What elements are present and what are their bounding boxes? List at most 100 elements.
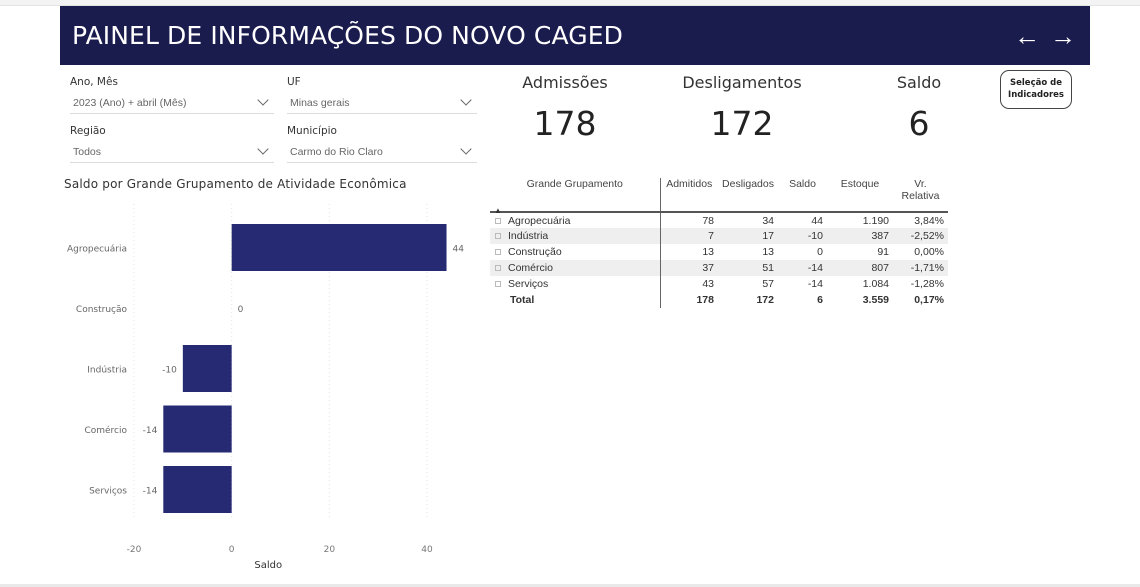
filter-label: Ano, Mês bbox=[70, 76, 118, 88]
table-cell: 0,00% bbox=[914, 246, 944, 258]
row-name-cell: Construção bbox=[490, 244, 661, 260]
kpi-admissoes: Admissões 178 bbox=[505, 73, 625, 143]
table-total-row: Total 178 172 6 3.559 0,17% bbox=[490, 292, 948, 308]
row-name-cell: Serviços bbox=[490, 276, 661, 292]
x-tick-label: 40 bbox=[421, 545, 433, 555]
chevron-down-icon bbox=[460, 94, 472, 106]
table-cell: 7 bbox=[660, 228, 718, 244]
row-name: Indústria bbox=[508, 230, 549, 242]
kpi-desligamentos: Desligamentos 172 bbox=[672, 73, 812, 143]
table-cell: 0 bbox=[817, 246, 823, 258]
table-cell: -1,71% bbox=[893, 260, 948, 276]
grupamento-table: ▲ Grande Grupamento Admitidos Desligados… bbox=[490, 178, 950, 308]
expand-icon[interactable] bbox=[495, 217, 501, 224]
table-cell: -14 bbox=[778, 260, 827, 276]
kpi-label: Desligamentos bbox=[682, 73, 802, 92]
table-cell: 34 bbox=[762, 214, 774, 227]
kpi-value: 178 bbox=[533, 104, 597, 143]
table-cell: 1.084 bbox=[862, 278, 889, 290]
window-bottom-border bbox=[0, 584, 1140, 587]
column-header[interactable]: Admitidos bbox=[666, 178, 713, 190]
column-header[interactable]: Vr. Relativa bbox=[901, 178, 940, 202]
column-header[interactable]: Saldo bbox=[789, 178, 816, 190]
page-title: PAINEL DE INFORMAÇÕES DO NOVO CAGED bbox=[72, 21, 623, 50]
filter-municipio: Município Carmo do Rio Claro bbox=[287, 125, 477, 163]
table-cell: 807 bbox=[827, 260, 893, 276]
row-name-cell: Indústria bbox=[490, 228, 661, 244]
column-header[interactable]: Estoque bbox=[840, 178, 880, 190]
button-label-line2: Indicadores bbox=[1008, 89, 1064, 100]
table-cell: 13 bbox=[762, 246, 774, 258]
expand-icon[interactable] bbox=[495, 233, 501, 240]
table-cell: -14 bbox=[807, 278, 823, 290]
table-cell: 37 bbox=[660, 260, 718, 276]
table-cell: 1.190 bbox=[862, 214, 889, 227]
table-cell: -2,52% bbox=[893, 228, 948, 244]
chart-title: Saldo por Grande Grupamento de Atividade… bbox=[64, 177, 407, 191]
table-row[interactable]: Indústria 7 17 -10 387 -2,52% bbox=[490, 228, 948, 244]
filter-value: Todos bbox=[73, 145, 102, 158]
category-label: Comércio bbox=[84, 425, 127, 436]
chevron-down-icon bbox=[257, 94, 269, 106]
expand-icon[interactable] bbox=[495, 249, 501, 256]
expand-icon[interactable] bbox=[495, 265, 501, 272]
page-navigation: ← → bbox=[1012, 23, 1078, 49]
chevron-down-icon bbox=[257, 143, 269, 155]
filter-value: Minas gerais bbox=[290, 96, 350, 109]
table-cell: 17 bbox=[718, 228, 778, 244]
regiao-dropdown[interactable]: Todos bbox=[70, 141, 274, 163]
table-cell: 57 bbox=[762, 278, 774, 290]
x-axis-label: Saldo bbox=[254, 560, 282, 571]
selecao-indicadores-button[interactable]: Seleção de Indicadores bbox=[1000, 70, 1072, 109]
data-label: -14 bbox=[143, 487, 158, 497]
table-cell: -1,28% bbox=[910, 278, 944, 290]
table-cell: 44 bbox=[811, 214, 823, 227]
municipio-dropdown[interactable]: Carmo do Rio Claro bbox=[287, 141, 477, 163]
filter-regiao: Região Todos bbox=[70, 125, 274, 163]
expand-icon[interactable] bbox=[495, 281, 501, 288]
table-row[interactable]: Agropecuária 78 34 44 1.190 3,84% bbox=[490, 212, 948, 228]
data-label: -14 bbox=[143, 426, 158, 436]
forward-arrow-icon[interactable]: → bbox=[1050, 20, 1076, 51]
uf-dropdown[interactable]: Minas gerais bbox=[287, 92, 477, 114]
bar[interactable] bbox=[163, 466, 232, 513]
table-cell: 78 bbox=[702, 214, 714, 227]
filter-ano-mes: Ano, Mês 2023 (Ano) + abril (Mês) bbox=[70, 76, 274, 114]
row-name: Comércio bbox=[508, 262, 553, 274]
sort-ascending-icon[interactable]: ▲ bbox=[494, 206, 502, 215]
row-name: Construção bbox=[508, 246, 562, 258]
total-cell: 0,17% bbox=[914, 294, 944, 306]
back-arrow-icon[interactable]: ← bbox=[1014, 20, 1040, 51]
data-label: -10 bbox=[162, 366, 177, 376]
category-label: Indústria bbox=[87, 366, 127, 376]
x-tick-label: 20 bbox=[324, 545, 336, 555]
data-label: 0 bbox=[238, 305, 244, 315]
bar[interactable] bbox=[182, 345, 232, 392]
table-row[interactable]: Serviços 43 57 -14 1.084 -1,28% bbox=[490, 276, 948, 292]
bar[interactable] bbox=[231, 224, 447, 271]
table-row[interactable]: Comércio 37 51 -14 807 -1,71% bbox=[490, 260, 948, 276]
table-header-row: Grande Grupamento Admitidos Desligados S… bbox=[490, 178, 948, 212]
filter-value: Carmo do Rio Claro bbox=[290, 145, 383, 158]
category-label: Agropecuária bbox=[67, 245, 127, 255]
row-name: Agropecuária bbox=[508, 214, 571, 227]
saldo-bar-chart: -20 0 20 40 Agropecuária 44 Construção 0 Indústr… bbox=[67, 204, 465, 571]
kpi-value: 172 bbox=[710, 104, 774, 143]
category-label: Serviços bbox=[89, 487, 127, 497]
total-cell: 178 bbox=[696, 294, 714, 306]
column-header[interactable]: Desligados bbox=[722, 178, 774, 190]
ano-mes-dropdown[interactable]: 2023 (Ano) + abril (Mês) bbox=[70, 92, 274, 114]
table-row[interactable]: Construção 13 13 0 91 0,00% bbox=[490, 244, 948, 260]
chevron-down-icon bbox=[460, 143, 472, 155]
page-header: PAINEL DE INFORMAÇÕES DO NOVO CAGED ← → bbox=[60, 6, 1090, 65]
total-label: Total bbox=[490, 292, 661, 308]
table-cell: 387 bbox=[827, 228, 893, 244]
x-tick-label: -20 bbox=[127, 545, 142, 555]
table-cell: 91 bbox=[877, 246, 889, 258]
row-name-cell: Agropecuária bbox=[490, 212, 661, 228]
filter-label: Município bbox=[287, 125, 337, 137]
data-label: 44 bbox=[453, 245, 465, 255]
column-header[interactable]: Grande Grupamento bbox=[490, 178, 661, 212]
bar[interactable] bbox=[163, 405, 232, 453]
row-name: Serviços bbox=[508, 278, 549, 290]
